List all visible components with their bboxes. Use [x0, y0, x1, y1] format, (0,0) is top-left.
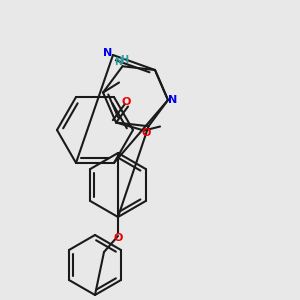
Text: O: O: [113, 233, 123, 243]
Text: O: O: [141, 128, 151, 137]
Text: N: N: [115, 57, 123, 67]
Text: H: H: [121, 55, 129, 65]
Text: O: O: [122, 97, 131, 106]
Text: N: N: [168, 95, 178, 105]
Text: N: N: [103, 48, 112, 58]
